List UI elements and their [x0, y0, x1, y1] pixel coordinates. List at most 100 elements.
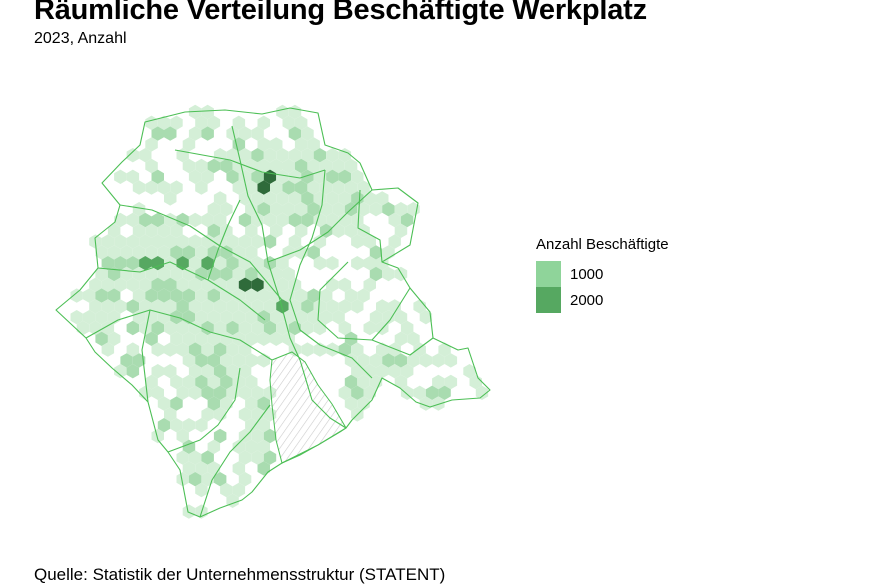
- hex-cell: [126, 212, 140, 228]
- hex-cell: [245, 439, 258, 454]
- hex-cell: [376, 299, 389, 314]
- hex-cell: [151, 126, 164, 141]
- hex-cell: [207, 202, 221, 217]
- hex-cell: [126, 148, 140, 163]
- hex-cell: [400, 212, 414, 228]
- hex-cell: [245, 245, 258, 260]
- hex-cell: [338, 299, 352, 314]
- hex-cell: [257, 461, 270, 476]
- hex-cell: [132, 223, 146, 238]
- hex-cell: [394, 266, 408, 282]
- hex-cell: [263, 234, 277, 249]
- hex-cell: [213, 277, 227, 292]
- hex-cell: [326, 256, 339, 271]
- hex-cell: [313, 148, 327, 163]
- hex-cell: [145, 137, 158, 152]
- hex-cell: [351, 342, 364, 357]
- hex-cell: [238, 234, 252, 249]
- hex-cell: [245, 180, 258, 195]
- hex-cell: [238, 320, 252, 336]
- hex-cell: [195, 418, 208, 433]
- legend-swatch-1000: [536, 261, 561, 287]
- hex-cell: [164, 320, 177, 336]
- hex-cell: [182, 331, 196, 346]
- hex-cell: [101, 256, 115, 271]
- hex-cell: [132, 245, 146, 260]
- hex-cell: [70, 310, 83, 325]
- hex-cell: [326, 212, 339, 228]
- hex-cell: [369, 245, 383, 260]
- hex-cell: [257, 310, 270, 325]
- hex-cell: [213, 320, 227, 336]
- hex-cell: [332, 202, 345, 217]
- hex-cell: [313, 256, 327, 271]
- hex-cell: [188, 234, 202, 249]
- hex-cell: [226, 364, 239, 379]
- hex-cell: [226, 256, 239, 271]
- hex-cell: [444, 374, 458, 390]
- hex-cell: [182, 353, 196, 368]
- hex-cell: [188, 320, 202, 336]
- hex-cell: [151, 364, 164, 379]
- legend-item: 2000: [536, 287, 669, 313]
- hex-cell: [382, 266, 395, 282]
- hex-cell: [232, 245, 246, 260]
- legend-label: 2000: [570, 291, 604, 309]
- hex-cell: [201, 320, 214, 336]
- hex-cell: [388, 364, 401, 379]
- hex-cell: [157, 288, 171, 303]
- hex-cell: [201, 385, 214, 400]
- hex-cell: [188, 256, 202, 271]
- hex-cell: [357, 374, 370, 390]
- hex-cell: [319, 158, 333, 174]
- hex-cell: [263, 191, 277, 206]
- hex-cell: [82, 288, 96, 303]
- hex-cell: [232, 288, 246, 303]
- district-line: [141, 309, 151, 403]
- hex-cell: [195, 115, 208, 130]
- hex-cell: [257, 158, 270, 174]
- hex-cell: [301, 148, 314, 163]
- hex-cell: [232, 353, 246, 368]
- hex-cell: [444, 353, 458, 368]
- hex-cell: [207, 331, 221, 346]
- hex-cell: [363, 234, 376, 249]
- hex-cell: [326, 169, 339, 184]
- hex-cell: [182, 266, 196, 282]
- hex-cell: [145, 331, 158, 346]
- hex-cell: [245, 374, 258, 390]
- map-title: Räumliche Verteilung Beschäftigte Werkpl…: [34, 0, 647, 26]
- hex-cell: [207, 158, 221, 174]
- hex-cell: [101, 234, 115, 249]
- hex-cell: [301, 169, 314, 184]
- hex-cell: [270, 223, 283, 238]
- hex-cell: [351, 299, 364, 314]
- hex-cell: [382, 202, 395, 217]
- hex-cell: [126, 256, 140, 271]
- hex-cell: [276, 148, 289, 163]
- hex-cell: [388, 299, 401, 314]
- hex-cell: [363, 364, 376, 379]
- hex-cell: [270, 180, 283, 195]
- district-line: [371, 337, 434, 356]
- hex-cell: [139, 234, 152, 249]
- hex-cell: [132, 288, 146, 303]
- hex-cell: [201, 169, 214, 184]
- hex-cell: [213, 342, 227, 357]
- hex-cell: [114, 234, 127, 249]
- hex-cell: [95, 288, 108, 303]
- hex-cell: [182, 158, 196, 174]
- hex-cell: [213, 191, 227, 206]
- district-line: [174, 149, 326, 179]
- hex-cell: [288, 277, 302, 292]
- hex-cell: [95, 245, 108, 260]
- hex-cell: [263, 320, 277, 336]
- hex-cell: [425, 385, 439, 400]
- hex-cell: [251, 212, 264, 228]
- hex-cell: [170, 374, 183, 390]
- hex-cell: [220, 482, 233, 498]
- hex-cell: [351, 256, 364, 271]
- hex-cell: [238, 364, 252, 379]
- hex-cell: [195, 310, 208, 325]
- hex-cell: [101, 342, 115, 357]
